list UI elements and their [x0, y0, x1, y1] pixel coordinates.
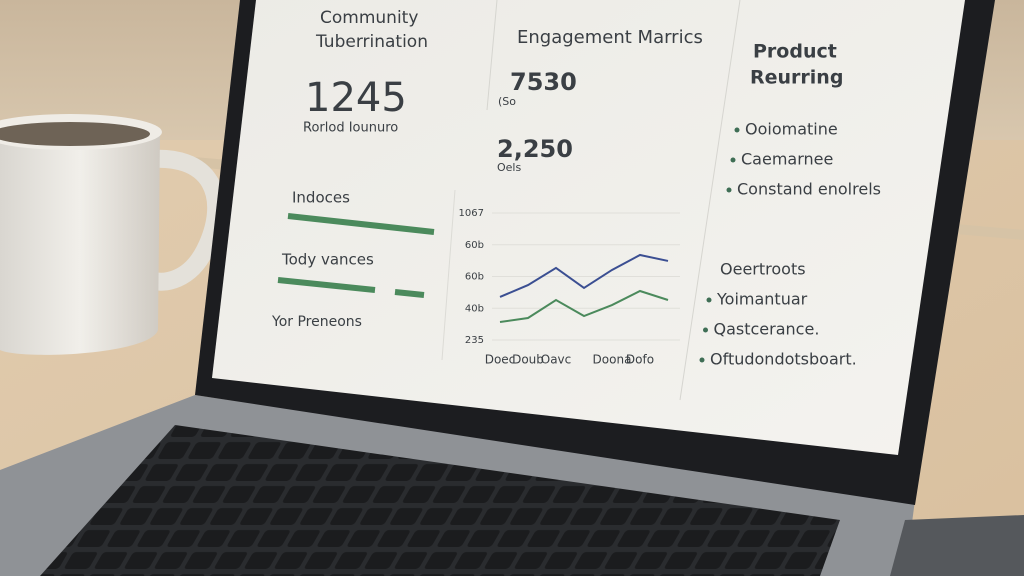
section-title: Oeertroots	[720, 260, 806, 279]
panel-title: Community	[320, 8, 418, 28]
mug-coffee	[0, 122, 150, 146]
x-tick-label: Doona	[593, 353, 632, 367]
progress-bar	[277, 277, 376, 293]
bullet	[734, 127, 740, 133]
bullet	[726, 187, 732, 193]
mug-handle	[138, 149, 226, 291]
list-item: Yoimantuar	[716, 290, 808, 309]
metric-label: Oels	[497, 161, 521, 174]
mug-body	[0, 130, 160, 355]
bullet	[699, 357, 705, 363]
x-tick-label: Doec	[485, 353, 516, 367]
progress-bar	[394, 289, 425, 298]
metric: 2,250	[497, 135, 573, 163]
metric-label: Rorlod Iounuro	[303, 121, 398, 136]
y-tick-label: 60b	[465, 272, 484, 283]
x-tick-label: Oavc	[541, 353, 572, 367]
list-item: Caemarnee	[741, 150, 833, 169]
metric: 7530	[510, 68, 577, 96]
footer-label: Yor Preneons	[271, 314, 362, 330]
keyboard	[40, 425, 840, 576]
label: Tody vances	[281, 251, 374, 269]
bullet	[706, 297, 712, 303]
panel-title: Tuberrination	[315, 32, 428, 52]
y-tick-label: 40b	[465, 303, 484, 314]
bullet	[730, 157, 736, 163]
y-tick-label: 1067	[459, 208, 484, 219]
data-line	[499, 289, 669, 323]
label: Indoces	[292, 189, 350, 207]
divider	[679, 0, 741, 401]
divider	[441, 189, 456, 361]
bullet	[703, 327, 708, 333]
list-item: Oftudondotsboart.	[710, 350, 857, 369]
progress-bar	[287, 213, 435, 235]
metric-label: (So	[498, 95, 516, 108]
list-item: Qastcerance.	[714, 320, 820, 339]
list-item: Constand enolrels	[737, 180, 881, 199]
list-item: Ooiomatine	[745, 120, 838, 139]
metric: 1245	[305, 75, 407, 121]
y-tick-label: 60b	[465, 240, 484, 251]
data-line	[499, 253, 669, 298]
y-tick-label: 235	[465, 335, 484, 346]
panel-title: Product	[753, 41, 837, 63]
x-tick-label: Doub	[512, 353, 544, 367]
panel-title: Engagement Marrics	[517, 27, 703, 48]
lists: Ooiomatine Caemarnee Constand enolrels Yoim…	[699, 120, 881, 369]
divider	[486, 0, 498, 111]
mug	[0, 114, 226, 355]
panel-title: Reurring	[750, 67, 843, 89]
screen	[212, 0, 965, 455]
x-tick-label: Dofo	[626, 353, 654, 367]
phone	[890, 515, 1024, 576]
